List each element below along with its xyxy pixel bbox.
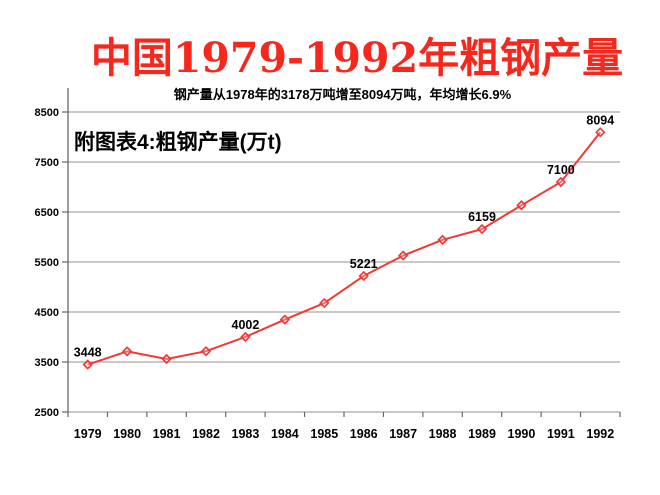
data-point-marker: [82, 359, 93, 370]
data-point-marker: [476, 223, 488, 235]
x-axis-label: 1986: [350, 427, 378, 441]
y-axis-label: 8500: [35, 107, 59, 119]
series-line: [87, 131, 602, 366]
x-axis-label: 1992: [586, 427, 614, 441]
x-axis-label: 1988: [429, 427, 457, 441]
data-point-marker: [595, 127, 606, 138]
data-point-label: 8094: [586, 113, 614, 127]
data-point-label: 3448: [74, 346, 102, 360]
data-point-marker: [200, 345, 212, 357]
data-point-marker: [279, 314, 291, 325]
data-point-marker: [437, 234, 448, 246]
x-axis-label: 1979: [74, 427, 102, 441]
data-point-marker: [397, 250, 409, 261]
x-axis-label: 1983: [232, 427, 260, 441]
y-axis-label: 6500: [35, 207, 59, 219]
data-point-marker: [161, 353, 172, 365]
y-axis-label: 7500: [35, 157, 59, 169]
x-axis-label: 1990: [508, 427, 536, 441]
y-axis-label: 5500: [35, 257, 59, 269]
x-axis-label: 1984: [271, 427, 299, 441]
x-axis-label: 1991: [547, 427, 575, 441]
data-point-label: 7100: [547, 163, 575, 177]
data-point-marker: [555, 176, 567, 188]
x-axis-label: 1989: [468, 427, 496, 441]
data-point-marker: [358, 270, 369, 282]
data-point-label: 4002: [232, 318, 260, 332]
data-point-marker: [319, 297, 330, 309]
data-point-marker: [516, 200, 527, 211]
chart-subtitle: 钢产量从1978年的3178万吨增至8094万吨，年均增长6.9%: [173, 87, 512, 102]
x-axis-label: 1981: [153, 427, 181, 441]
chart-title: 中国1979-1992年粗钢产量: [90, 34, 624, 82]
x-axis-label: 1982: [192, 427, 220, 441]
y-axis-label: 3500: [35, 357, 59, 369]
data-point-marker: [121, 346, 133, 357]
data-point-marker: [240, 331, 251, 343]
chart-inner-label: 附图表4:粗钢产量(万t): [74, 131, 282, 154]
x-axis-label: 1985: [310, 427, 338, 441]
x-axis-label: 1980: [113, 427, 141, 441]
y-axis-label: 2500: [35, 407, 59, 419]
data-point-label: 6159: [468, 210, 496, 224]
y-axis-label: 4500: [35, 307, 59, 319]
x-axis-label: 1987: [389, 427, 417, 441]
data-point-label: 5221: [350, 257, 378, 271]
